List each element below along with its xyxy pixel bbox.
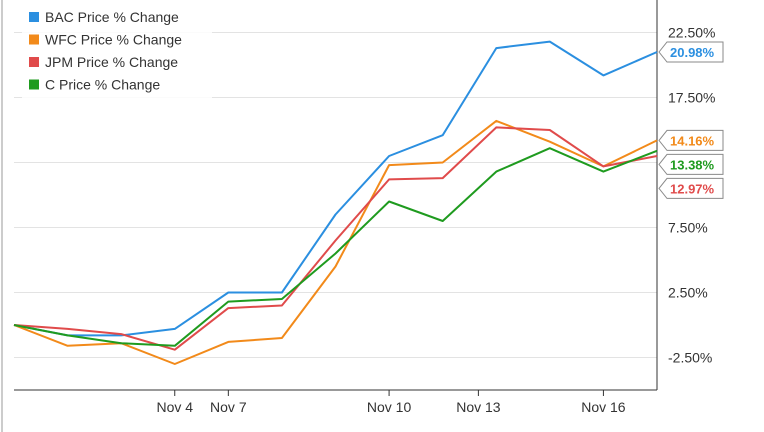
x-tick-label: Nov 10 <box>367 399 412 415</box>
series-line-wfc <box>13 119 658 365</box>
end-value-label: 14.16% <box>670 133 715 148</box>
x-tick-label: Nov 13 <box>456 399 501 415</box>
y-tick-label: 22.50% <box>668 25 715 41</box>
legend-swatch <box>29 34 39 45</box>
legend-swatch <box>29 79 39 90</box>
series-line-jpm <box>13 126 658 351</box>
y-tick-label: -2.50% <box>668 350 712 366</box>
end-value-badge <box>658 153 724 175</box>
legend-entry: C Price % Change <box>45 77 160 93</box>
legend-swatch <box>29 12 39 22</box>
series-line-c <box>13 147 658 347</box>
x-tick-label: Nov 16 <box>581 399 626 415</box>
y-tick-label: 7.50% <box>668 220 708 236</box>
y-tick-label: 17.50% <box>668 90 715 106</box>
end-value-label: 12.97% <box>670 181 715 196</box>
end-value-badge <box>658 129 724 151</box>
end-value-label: 20.98% <box>670 45 715 60</box>
end-value-labels: 20.98% 14.16% 12.97% 13.38% <box>658 41 724 199</box>
x-tick-label: Nov 4 <box>156 399 193 415</box>
end-value-badge <box>658 177 724 199</box>
legend: BAC Price % Change WFC Price % Change JPM … <box>22 4 212 98</box>
end-value-badge <box>658 41 724 63</box>
series-lines <box>13 40 658 365</box>
series-line-bac <box>13 40 658 337</box>
end-value-label: 13.38% <box>670 157 715 172</box>
legend-swatch <box>29 57 39 67</box>
legend-entry: JPM Price % Change <box>45 54 178 70</box>
legend-box <box>22 4 212 98</box>
y-tick-label: 2.50% <box>668 285 708 301</box>
legend-entry: BAC Price % Change <box>45 9 179 25</box>
legend-entry: WFC Price % Change <box>45 32 182 48</box>
x-tick-label: Nov 7 <box>210 399 247 415</box>
